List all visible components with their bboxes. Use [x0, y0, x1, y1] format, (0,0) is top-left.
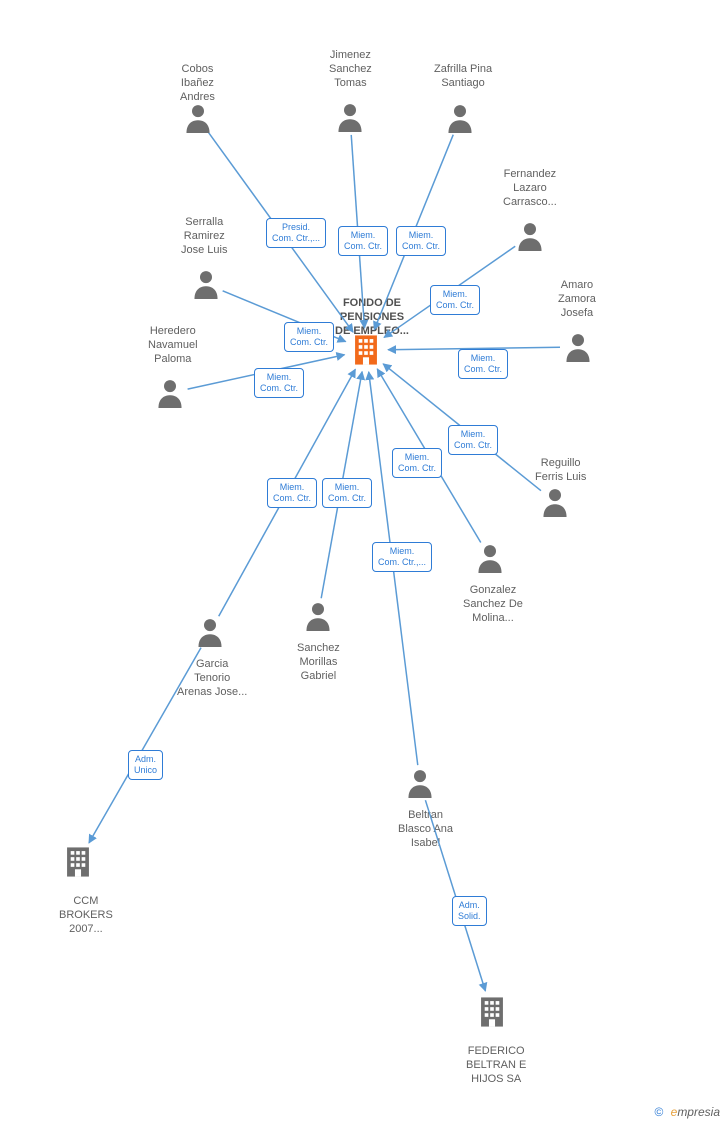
person-icon[interactable] [564, 332, 592, 362]
person-icon[interactable] [406, 768, 434, 798]
person-icon[interactable] [192, 269, 220, 299]
node-label: Serralla Ramirez Jose Luis [181, 216, 227, 257]
edge-label: Adm. Solid. [452, 896, 487, 926]
person-icon[interactable] [156, 378, 184, 408]
person-icon[interactable] [336, 102, 364, 132]
node-label: Beltran Blasco Ana Isabel [398, 809, 453, 850]
edge-label: Miem. Com. Ctr. [338, 226, 388, 256]
edge-label: Presid. Com. Ctr.,... [266, 218, 326, 248]
edge-label: Miem. Com. Ctr. [430, 285, 480, 315]
building-icon[interactable] [351, 333, 381, 367]
edge-label: Miem. Com. Ctr.,... [372, 542, 432, 572]
edge-label: Miem. Com. Ctr. [448, 425, 498, 455]
building-icon[interactable] [477, 995, 507, 1029]
node-label: Fernandez Lazaro Carrasco... [503, 168, 557, 209]
person-icon[interactable] [304, 601, 332, 631]
edges-layer [0, 0, 728, 1125]
node-label: CCM BROKERS 2007... [59, 895, 113, 936]
brand-rest: mpresia [677, 1105, 720, 1119]
node-label: Reguillo Ferris Luis [535, 457, 586, 485]
person-icon[interactable] [516, 221, 544, 251]
edge-label: Miem. Com. Ctr. [284, 322, 334, 352]
edge-label: Miem. Com. Ctr. [396, 226, 446, 256]
copyright-symbol: © [654, 1105, 663, 1119]
node-label: Gonzalez Sanchez De Molina... [463, 584, 523, 625]
node-label: Cobos Ibañez Andres [180, 63, 215, 104]
edge-label: Miem. Com. Ctr. [322, 478, 372, 508]
edge-label: Miem. Com. Ctr. [458, 349, 508, 379]
edge-label: Adm. Unico [128, 750, 163, 780]
edge-label: Miem. Com. Ctr. [392, 448, 442, 478]
watermark: © empresia [654, 1105, 720, 1119]
person-icon[interactable] [476, 543, 504, 573]
building-icon[interactable] [63, 845, 93, 879]
node-label: Sanchez Morillas Gabriel [297, 642, 340, 683]
edge-label: Miem. Com. Ctr. [267, 478, 317, 508]
person-icon[interactable] [541, 487, 569, 517]
person-icon[interactable] [184, 103, 212, 133]
node-label: Amaro Zamora Josefa [558, 279, 596, 320]
node-label: Heredero Navamuel Paloma [148, 325, 198, 366]
node-label: FEDERICO BELTRAN E HIJOS SA [466, 1045, 526, 1086]
node-label: Jimenez Sanchez Tomas [329, 49, 372, 90]
person-icon[interactable] [446, 103, 474, 133]
node-label: Garcia Tenorio Arenas Jose... [177, 658, 247, 699]
person-icon[interactable] [196, 617, 224, 647]
edge-label: Miem. Com. Ctr. [254, 368, 304, 398]
node-label: Zafrilla Pina Santiago [434, 63, 492, 91]
